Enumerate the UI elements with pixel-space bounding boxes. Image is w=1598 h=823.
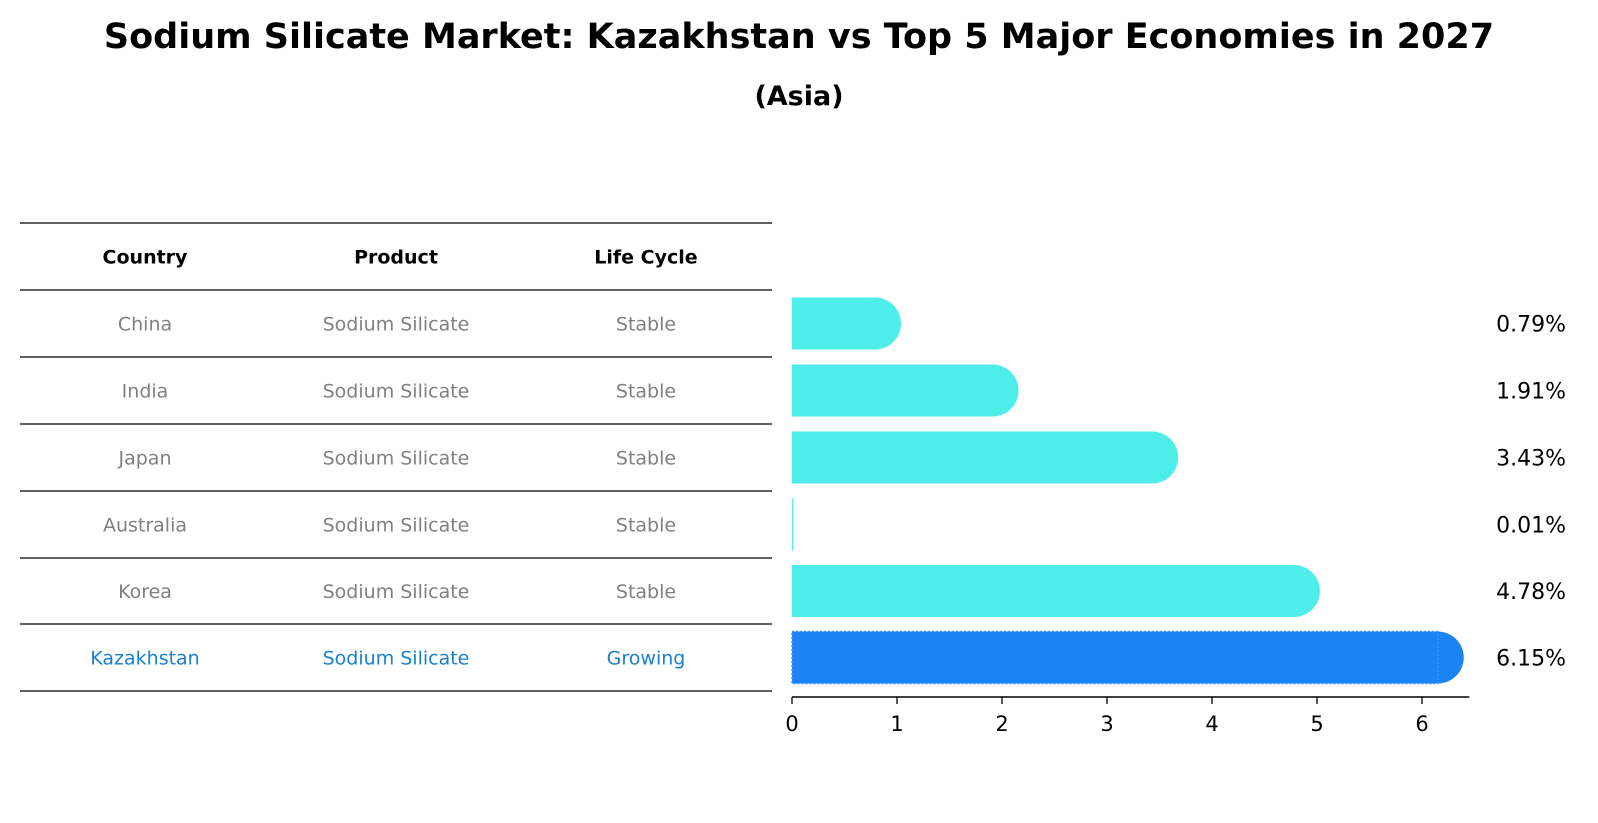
country-cell: Australia (103, 515, 187, 537)
product-header: Product (354, 247, 438, 269)
bar-australia (792, 498, 794, 551)
life-cycle-header: Life Cycle (594, 247, 697, 269)
product-cell: Sodium Silicate (323, 381, 470, 403)
life-cycle-cell: Stable (616, 448, 676, 470)
bar-series (791, 297, 1464, 685)
country-header: Country (103, 247, 189, 269)
value-label: 4.78% (1496, 580, 1566, 605)
value-label: 1.91% (1496, 380, 1566, 405)
life-cycle-cell: Growing (607, 648, 686, 670)
x-tick-label: 4 (1205, 712, 1218, 736)
x-tick-label: 1 (890, 712, 903, 736)
bar-cap (966, 364, 1019, 417)
product-cell: Sodium Silicate (323, 314, 470, 336)
bar-cap (1267, 565, 1320, 617)
x-tick-label: 3 (1100, 712, 1113, 736)
life-cycle-cell: Stable (616, 314, 676, 336)
value-label: 3.43% (1496, 447, 1566, 472)
country-cell: Korea (118, 581, 172, 603)
bar-kazakhstan (791, 630, 1464, 685)
x-axis: 0 1 2 3 4 5 6 (785, 696, 1470, 736)
country-cell: India (122, 381, 169, 403)
bar-body (792, 498, 794, 551)
bar-india (792, 364, 1019, 417)
bar-korea (792, 565, 1320, 617)
value-label: 0.79% (1496, 313, 1566, 338)
x-tick-label: 0 (785, 712, 798, 736)
value-label: 6.15% (1496, 647, 1566, 672)
product-cell: Sodium Silicate (323, 648, 470, 670)
value-label: 0.01% (1496, 514, 1566, 539)
value-labels: 0.79% 1.91% 3.43% 0.01% 4.78% 6.15% (1496, 313, 1566, 672)
country-cell: Japan (118, 448, 172, 470)
x-tick-label: 6 (1415, 712, 1428, 736)
product-cell: Sodium Silicate (323, 515, 470, 537)
country-cell: Kazakhstan (90, 648, 199, 670)
bar-body (792, 565, 1294, 617)
chart-title: Sodium Silicate Market: Kazakhstan vs To… (103, 17, 1495, 57)
bar-china (792, 297, 901, 350)
product-cell: Sodium Silicate (323, 581, 470, 603)
bar-body (792, 364, 993, 417)
life-cycle-cell: Stable (616, 381, 676, 403)
life-cycle-cell: Stable (616, 581, 676, 603)
product-cell: Sodium Silicate (323, 448, 470, 470)
bar-cap (1126, 431, 1179, 484)
highlight-outline (791, 630, 1439, 685)
life-cycle-cell: Stable (616, 515, 676, 537)
bar-cap (1411, 631, 1464, 684)
x-tick-label: 5 (1310, 712, 1323, 736)
chart-subtitle: (Asia) (754, 81, 844, 112)
bar-cap (848, 297, 901, 350)
country-cell: China (118, 314, 172, 336)
x-tick-label: 2 (995, 712, 1008, 736)
bar-japan (792, 431, 1179, 484)
bar-body (792, 431, 1153, 484)
data-table: Country Product Life Cycle China Sodium Sili… (20, 222, 772, 692)
bar-body (792, 631, 1438, 684)
